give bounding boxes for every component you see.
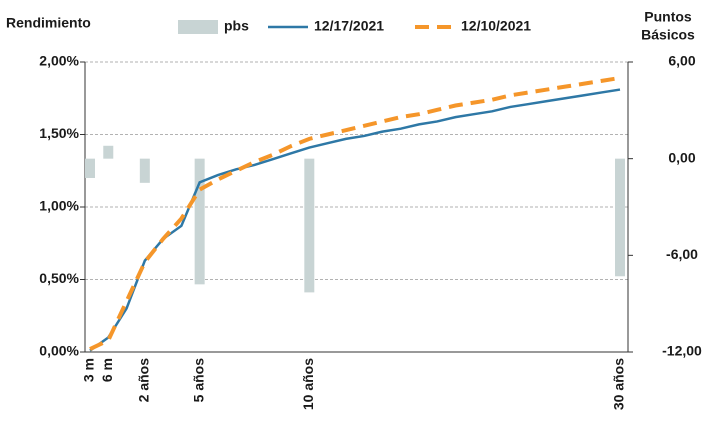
y-tick-label: 1,00% (39, 198, 79, 214)
x-tick-label: 30 años (611, 358, 627, 410)
legend-label: 12/10/2021 (461, 18, 531, 34)
y-tick-label: 0,00% (39, 343, 79, 359)
bar (103, 145, 114, 159)
x-tick-label: 5 años (190, 358, 206, 403)
y2-tick-label: 0,00 (668, 149, 695, 165)
y2-axis-title: Puntos (644, 9, 692, 25)
x-tick-label: 6 m (99, 358, 115, 382)
y-tick-label: 2,00% (39, 53, 79, 69)
x-tick-label: 10 años (300, 358, 316, 410)
bar (139, 158, 150, 183)
legend-label: pbs (224, 18, 249, 34)
y2-tick-label: -6,00 (666, 246, 698, 262)
y2-axis-title: Básicos (641, 27, 695, 43)
y-tick-label: 0,50% (39, 270, 79, 286)
line (89, 88, 621, 352)
bar (304, 158, 315, 293)
bar (85, 158, 95, 178)
y2-tick-label: -12,00 (662, 343, 702, 359)
x-tick-label: 2 años (136, 358, 152, 403)
x-tick-label: 3 m (81, 358, 97, 382)
line (89, 75, 621, 351)
legend-label: 12/17/2021 (314, 18, 384, 34)
legend-swatch (178, 20, 218, 34)
y2-tick-label: 6,00 (668, 53, 695, 69)
y-axis-title: Rendimiento (6, 15, 91, 31)
bar (615, 158, 625, 277)
bar (194, 158, 205, 285)
y-tick-label: 1,50% (39, 125, 79, 141)
